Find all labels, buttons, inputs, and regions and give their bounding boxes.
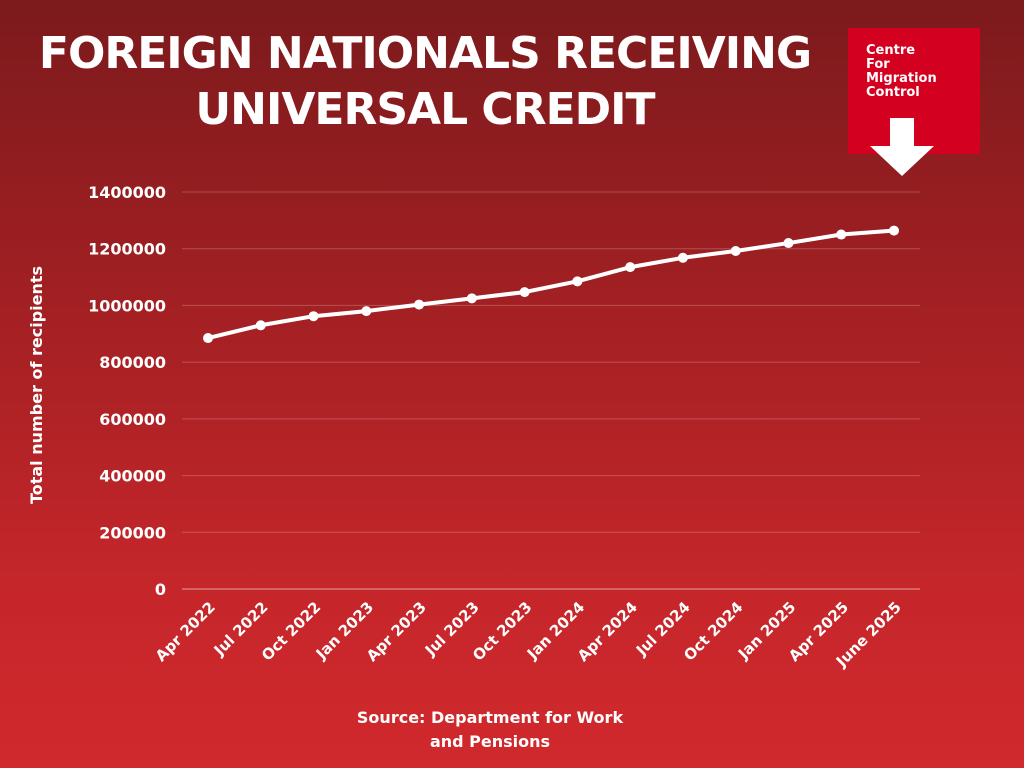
logo-text: Centre For Migration Control [866,43,937,100]
data-point [625,262,636,273]
down-arrow-icon [870,118,934,176]
source-note: Source: Department for Work and Pensions [356,708,624,751]
y-tick-label: 1400000 [88,183,166,202]
data-point [730,245,741,256]
data-point [889,225,899,236]
data-point [519,287,530,298]
data-point [255,320,266,331]
data-point [308,311,319,322]
data-point [783,238,794,249]
y-tick-label: 0 [155,580,166,599]
y-axis-title: Total number of recipients [27,266,46,504]
y-tick-label: 400000 [99,467,166,486]
y-tick-label: 1000000 [88,296,166,315]
data-point [414,299,425,310]
data-point [572,276,583,287]
data-point [466,293,477,304]
data-point [836,229,847,240]
data-point [361,306,372,317]
series-line [206,228,896,341]
chart-title: FOREIGN NATIONALS RECEIVING UNIVERSAL CR… [38,28,812,135]
x-tick-label: Apr 2022 [152,598,219,665]
y-tick-label: 600000 [99,410,166,429]
data-point [677,252,688,263]
data-point [203,333,213,344]
y-tick-label: 200000 [99,523,166,542]
y-tick-label: 1200000 [88,240,166,259]
centre-for-migration-control-logo: Centre For Migration Control [848,28,980,176]
y-tick-label: 800000 [99,353,166,372]
